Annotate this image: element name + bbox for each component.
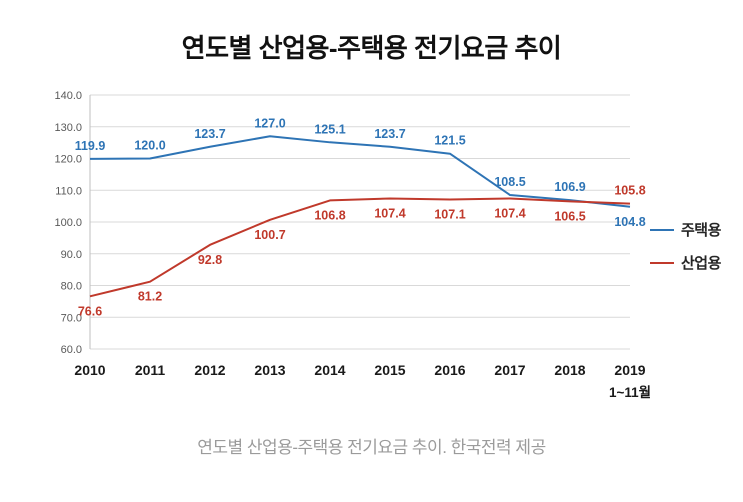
data-label: 123.7 bbox=[374, 127, 405, 141]
legend-label-residential: 주택용 bbox=[681, 222, 721, 239]
data-label: 121.5 bbox=[434, 134, 465, 148]
x-tick-label: 2016 bbox=[434, 362, 465, 378]
y-tick-label: 60.0 bbox=[61, 344, 82, 356]
data-label: 106.5 bbox=[554, 209, 585, 223]
y-tick-label: 100.0 bbox=[54, 217, 82, 229]
line-chart: 60.0 70.0 80.0 90.0 100.0 110.0 120.0 130.0 140.… bbox=[0, 81, 743, 411]
legend-item-residential: 주택용 bbox=[650, 219, 721, 240]
legend-label-industrial: 산업용 bbox=[681, 255, 721, 272]
y-tick-label: 110.0 bbox=[55, 185, 82, 197]
y-tick-label: 140.0 bbox=[54, 90, 82, 102]
y-tick-label: 80.0 bbox=[61, 281, 82, 293]
series-line-1 bbox=[89, 197, 631, 298]
data-label: 107.1 bbox=[434, 207, 465, 221]
chart-legend: 주택용 산업용 bbox=[650, 219, 721, 273]
y-tick-label: 130.0 bbox=[54, 122, 82, 134]
data-label: 92.8 bbox=[198, 253, 222, 267]
series-line-0 bbox=[89, 135, 631, 208]
y-tick-label: 120.0 bbox=[54, 154, 82, 166]
legend-line-swatch-residential bbox=[650, 228, 674, 231]
y-tick-label: 90.0 bbox=[61, 249, 82, 261]
x-tick-label: 2013 bbox=[254, 362, 285, 378]
data-label: 105.8 bbox=[614, 184, 645, 198]
x-sub-label: 1~11월 bbox=[609, 384, 651, 400]
data-label: 81.2 bbox=[138, 290, 162, 304]
y-tick-label: 70.0 bbox=[61, 312, 82, 324]
data-label: 100.7 bbox=[254, 228, 285, 242]
data-label: 119.9 bbox=[75, 139, 106, 153]
legend-line-swatch-industrial bbox=[650, 261, 674, 264]
data-label: 125.1 bbox=[314, 122, 345, 136]
x-tick-label: 2011 bbox=[135, 362, 166, 378]
data-label: 76.6 bbox=[78, 304, 102, 318]
x-tick-label: 2018 bbox=[554, 362, 585, 378]
x-tick-label: 2015 bbox=[374, 362, 405, 378]
data-label: 107.4 bbox=[494, 207, 525, 221]
chart-title: 연도별 산업용-주택용 전기요금 추이 bbox=[181, 33, 562, 63]
x-tick-label: 2010 bbox=[74, 362, 105, 378]
data-label: 127.0 bbox=[254, 116, 285, 130]
x-tick-label: 2014 bbox=[314, 362, 345, 378]
x-tick-label: 2017 bbox=[494, 362, 525, 378]
data-label: 108.5 bbox=[494, 175, 525, 189]
data-label: 106.8 bbox=[314, 208, 345, 222]
data-label: 106.9 bbox=[554, 180, 585, 194]
legend-item-industrial: 산업용 bbox=[650, 252, 721, 273]
chart-plot-area: 60.0 70.0 80.0 90.0 100.0 110.0 120.0 130.0 140.… bbox=[54, 90, 651, 400]
data-label: 104.8 bbox=[614, 215, 645, 229]
x-tick-label: 2012 bbox=[194, 362, 225, 378]
data-label: 123.7 bbox=[194, 127, 225, 141]
data-label: 107.4 bbox=[374, 207, 405, 221]
data-label: 120.0 bbox=[134, 139, 165, 153]
x-tick-label: 2019 bbox=[614, 362, 645, 378]
chart-caption: 연도별 산업용-주택용 전기요금 추이. 한국전력 제공 bbox=[197, 438, 546, 457]
